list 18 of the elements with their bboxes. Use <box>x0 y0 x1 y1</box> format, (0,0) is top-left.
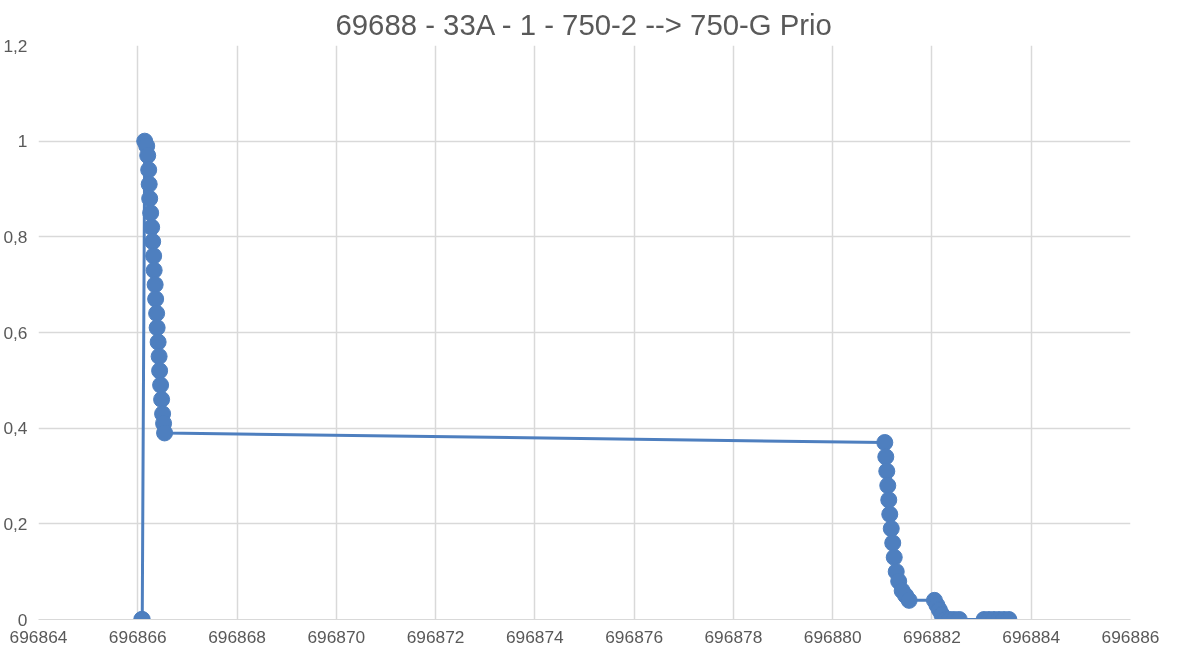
x-tick-label: 696866 <box>108 626 167 647</box>
chart-title: 69688 - 33A - 1 - 750-2 --> 750-G Prio <box>335 7 832 41</box>
x-tick-label: 696876 <box>605 626 664 647</box>
x-tick-label: 696882 <box>903 626 961 647</box>
y-tick-label: 1 <box>17 131 28 152</box>
y-tick-label: 0,2 <box>3 513 28 534</box>
x-tick-label: 696878 <box>704 626 763 647</box>
x-tick-label: 696870 <box>307 626 366 647</box>
y-tick-label: 1,2 <box>3 35 28 56</box>
x-tick-label: 696868 <box>208 626 266 647</box>
x-tick-label: 696886 <box>1101 626 1160 647</box>
y-tick-label: 0,8 <box>3 226 28 247</box>
x-tick-label: 696872 <box>406 626 465 647</box>
y-tick-label: 0,4 <box>3 418 28 439</box>
y-tick-label: 0,6 <box>3 322 28 343</box>
x-tick-label: 696874 <box>505 626 565 647</box>
x-tick-label: 696884 <box>1002 626 1061 647</box>
x-tick-label: 696880 <box>803 626 862 647</box>
